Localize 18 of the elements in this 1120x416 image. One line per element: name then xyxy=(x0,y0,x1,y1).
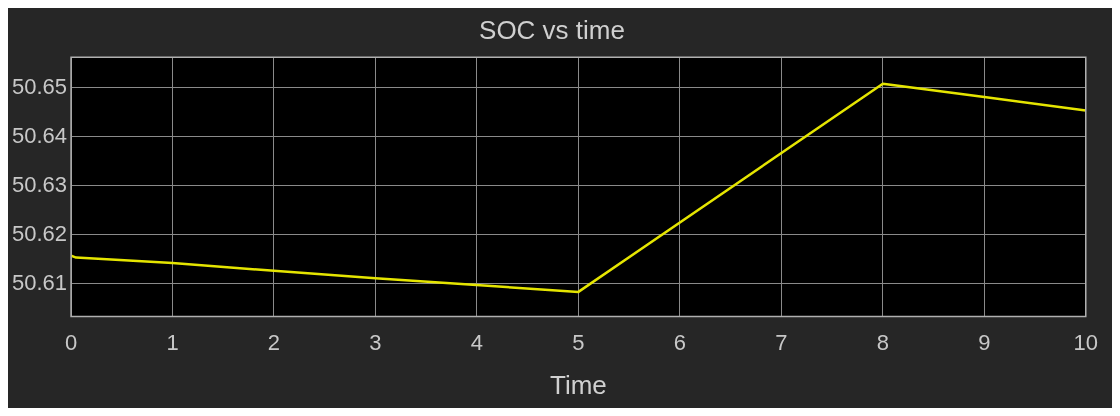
y-tick-label: 50.62 xyxy=(11,220,68,246)
y-tick-label: 50.63 xyxy=(11,171,68,197)
x-tick-label: 5 xyxy=(572,329,585,355)
x-tick-label: 4 xyxy=(470,329,484,355)
x-tick-label: 6 xyxy=(673,329,687,355)
chart-title: SOC vs time xyxy=(479,14,625,45)
y-tick-label: 50.64 xyxy=(11,122,68,148)
x-tick-label: 0 xyxy=(64,329,78,355)
x-tick-label: 10 xyxy=(1073,329,1099,355)
x-tick-label: 9 xyxy=(978,329,991,355)
y-tick-label: 50.61 xyxy=(11,269,68,295)
x-tick-label: 7 xyxy=(775,329,788,355)
x-tick-label: 8 xyxy=(876,329,889,355)
x-tick-label: 3 xyxy=(369,329,382,355)
x-tick-label: 2 xyxy=(267,329,281,355)
x-axis-title: Time xyxy=(550,369,607,400)
x-tick-label: 1 xyxy=(166,329,179,355)
y-tick-label: 50.65 xyxy=(11,73,68,99)
